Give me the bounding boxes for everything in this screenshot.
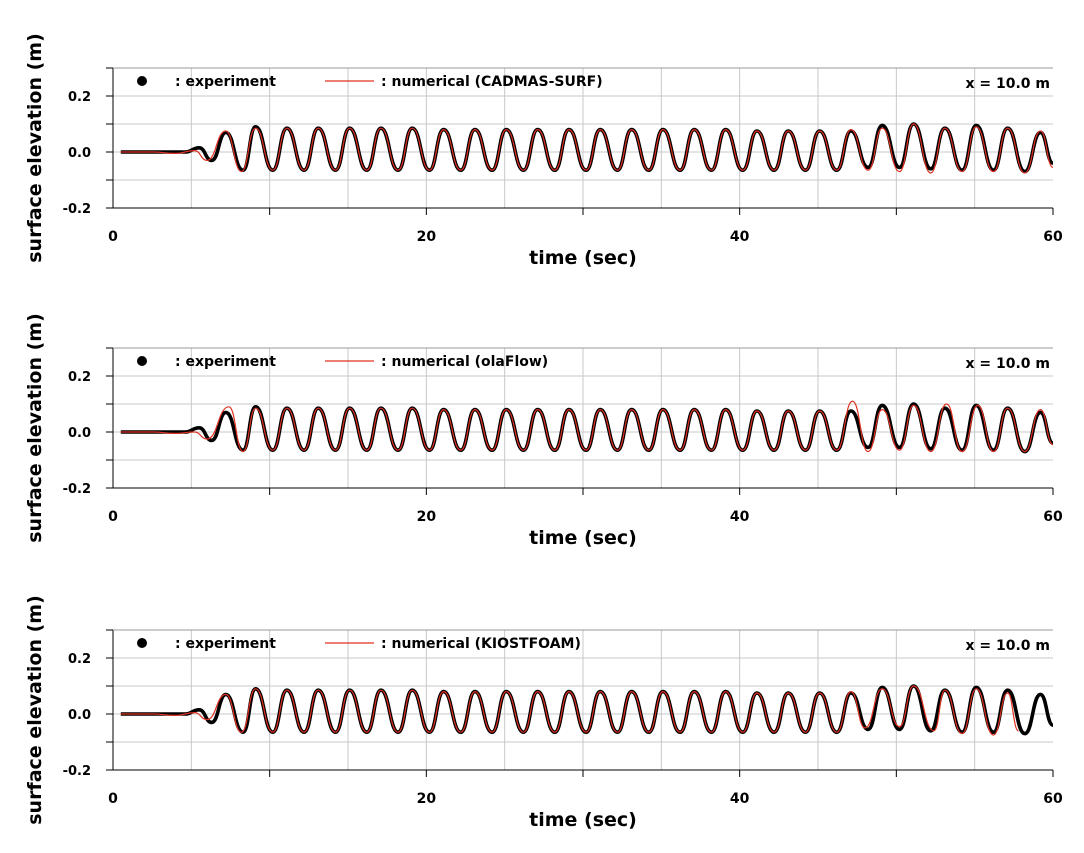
x-tick-label: 40 [730,791,750,807]
series-line-2 [120,123,1053,174]
y-tick-label: -0.2 [63,764,91,779]
location-annotation: x = 10.0 m [965,638,1050,654]
x-tick-label: 0 [108,791,118,807]
x-axis-title: time (sec) [529,247,637,269]
series-group [120,400,1053,454]
y-tick-label: 0.2 [68,370,91,385]
y-axis-title: surface elevation (m) [24,313,46,543]
y-tick-label: 0.2 [68,90,91,105]
series-group [120,684,1053,736]
legend-label-numerical: : numerical (KIOSTFOAM) [381,636,581,652]
x-tick-label: 60 [1043,509,1063,525]
y-axis-title: surface elevation (m) [24,33,46,263]
chart-panel-2: -0.2 0.0 0.2 0 20 40 60 time (sec) surface eleva… [24,313,1063,549]
y-tick-label: -0.2 [63,482,91,497]
series-line-2 [120,400,1053,453]
x-tick-label: 40 [730,509,750,525]
series-group [120,122,1053,174]
x-tick-label: 20 [417,791,437,807]
location-annotation: x = 10.0 m [965,356,1050,372]
legend-marker-experiment [137,356,147,366]
series-line-1 [120,122,1053,174]
chart-panel-3: -0.2 0.0 0.2 0 20 40 60 time (sec) surface eleva… [24,595,1063,831]
legend: : experiment : numerical (KIOSTFOAM) [137,636,581,652]
legend: : experiment : numerical (olaFlow) [137,354,548,370]
y-tick-label: 0.2 [68,652,91,667]
legend-label-numerical: : numerical (CADMAS-SURF) [381,74,603,90]
series-line-2 [120,685,1020,736]
legend: : experiment : numerical (CADMAS-SURF) [137,74,603,90]
legend-label-experiment: : experiment [175,74,276,90]
legend-marker-experiment [137,76,147,86]
x-tick-label: 60 [1043,229,1063,245]
y-tick-label: 0.0 [68,708,91,723]
x-tick-label: 60 [1043,791,1063,807]
x-tick-label: 20 [417,229,437,245]
x-tick-label: 0 [108,509,118,525]
series-line-1 [120,402,1053,454]
legend-label-numerical: : numerical (olaFlow) [381,354,548,370]
x-tick-label: 40 [730,229,750,245]
x-tick-label: 20 [417,509,437,525]
x-tick-label: 0 [108,229,118,245]
y-axis-title: surface elevation (m) [24,595,46,825]
chart-panel-1: -0.2 0.0 0.2 0 20 40 60 time (sec) surface eleva… [24,33,1063,269]
legend-label-experiment: : experiment [175,636,276,652]
y-tick-label: -0.2 [63,202,91,217]
x-axis-title: time (sec) [529,809,637,831]
y-tick-label: 0.0 [68,426,91,441]
legend-label-experiment: : experiment [175,354,276,370]
x-axis-title: time (sec) [529,527,637,549]
y-tick-label: 0.0 [68,146,91,161]
location-annotation: x = 10.0 m [965,76,1050,92]
legend-marker-experiment [137,638,147,648]
series-line-1 [120,684,1053,736]
